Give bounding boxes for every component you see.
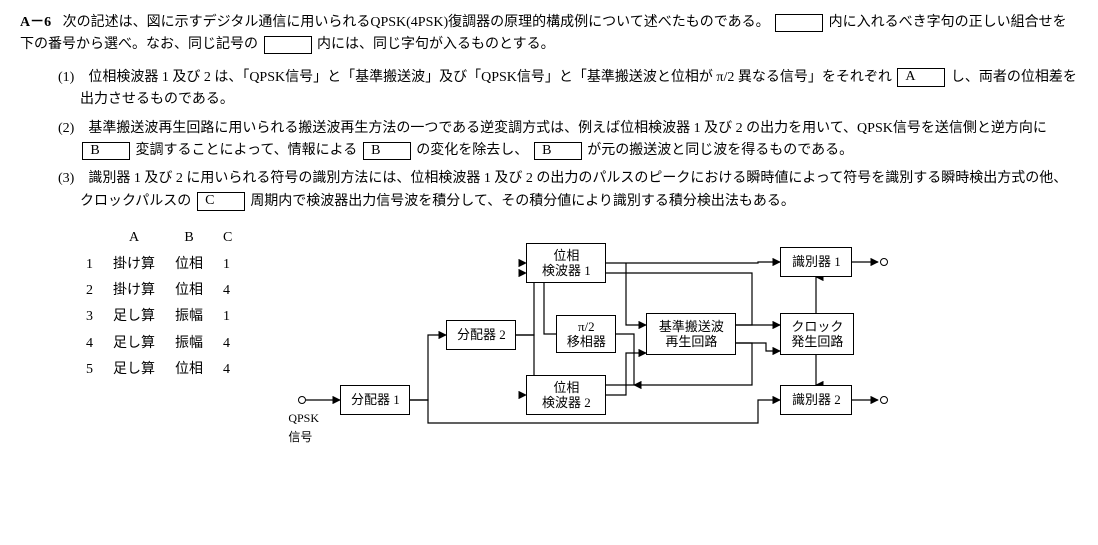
diagram-box-dist1: 分配器 1: [340, 385, 410, 415]
diagram-arrow: [626, 263, 646, 325]
question-stem: A－6 次の記述は、図に示すデジタル通信に用いられるQPSK(4PSK)復調器の…: [20, 12, 1078, 57]
table-row: 1掛け算位相1: [80, 252, 246, 278]
sub-item-3: (3) 識別器 1 及び 2 に用いられる符号の識別方法には、位相検波器 1 及…: [58, 168, 1078, 213]
table-cell: 1: [217, 252, 246, 278]
diagram-box-ps: π/2移相器: [556, 315, 616, 353]
table-row: 2掛け算位相4: [80, 278, 246, 304]
p2-lead: (2) 基準搬送波再生回路に用いられる搬送波再生方法の一つである逆変調方式は、例…: [58, 121, 1047, 136]
table-cell: 振幅: [169, 331, 217, 357]
sub-item-2: (2) 基準搬送波再生回路に用いられる搬送波再生方法の一つである逆変調方式は、例…: [58, 118, 1078, 163]
p2-tail: が元の搬送波と同じ波を得るものである。: [587, 143, 853, 158]
table-cell: 位相: [169, 252, 217, 278]
table-cell: 足し算: [107, 357, 169, 383]
diagram-arrow: [736, 343, 780, 351]
blank-generic-2: [264, 36, 312, 54]
table-cell: 4: [217, 278, 246, 304]
diagram-arrow: [616, 334, 634, 385]
table-cell: 1: [217, 304, 246, 330]
table-cell: 4: [217, 331, 246, 357]
col-c: C: [217, 225, 246, 251]
table-row: 4足し算振幅4: [80, 331, 246, 357]
table-cell: 掛け算: [107, 252, 169, 278]
diagram-box-pd2: 位相検波器 2: [526, 375, 606, 415]
table-cell: 4: [217, 357, 246, 383]
table-cell: 1: [80, 252, 107, 278]
stem-text-1: 次の記述は、図に示すデジタル通信に用いられるQPSK(4PSK)復調器の原理的構…: [63, 15, 770, 30]
diagram-arrow: [606, 353, 646, 395]
choices-table: A B C 1掛け算位相12掛け算位相43足し算振幅14足し算振幅45足し算位相…: [80, 225, 246, 383]
blank-a: A: [897, 68, 945, 86]
diagram-arrow: [410, 335, 446, 400]
table-row: A B C: [80, 225, 246, 251]
diagram-box-dist2: 分配器 2: [446, 320, 516, 350]
table-row: 5足し算位相4: [80, 357, 246, 383]
col-blank: [80, 225, 107, 251]
table-cell: 位相: [169, 278, 217, 304]
col-a: A: [107, 225, 169, 251]
table-cell: 掛け算: [107, 278, 169, 304]
blank-b-3: B: [534, 142, 582, 160]
diagram-box-disc2: 識別器 2: [780, 385, 852, 415]
table-cell: 3: [80, 304, 107, 330]
diagram-box-clock: クロック発生回路: [780, 313, 854, 355]
table-cell: 足し算: [107, 331, 169, 357]
blank-b-2: B: [363, 142, 411, 160]
input-label: QPSK 信号: [288, 409, 319, 447]
table-row: 3足し算振幅1: [80, 304, 246, 330]
question-number: A－6: [20, 15, 51, 30]
blank-b-1: B: [82, 142, 130, 160]
diagram-box-carrier: 基準搬送波再生回路: [646, 313, 736, 355]
table-cell: 2: [80, 278, 107, 304]
p2-mid2: の変化を除去し、: [416, 143, 528, 158]
p2-mid1: 変調することによって、情報による: [136, 143, 358, 158]
table-cell: 振幅: [169, 304, 217, 330]
table-cell: 位相: [169, 357, 217, 383]
table-cell: 4: [80, 331, 107, 357]
table-cell: 足し算: [107, 304, 169, 330]
p3-tail: 周期内で検波器出力信号波を積分して、その積分値により識別する積分検出法もある。: [250, 194, 795, 209]
diagram-box-pd1: 位相検波器 1: [526, 243, 606, 283]
sub-item-1: (1) 位相検波器 1 及び 2 は、「QPSK信号」と「基準搬送波」及び「QP…: [58, 67, 1078, 112]
blank-c: C: [197, 192, 245, 210]
p1-lead: (1) 位相検波器 1 及び 2 は、「QPSK信号」と「基準搬送波」及び「QP…: [58, 70, 892, 85]
block-diagram: 分配器 1分配器 2位相検波器 1位相検波器 2π/2移相器基準搬送波再生回路識…: [286, 225, 906, 445]
table-cell: 5: [80, 357, 107, 383]
col-b: B: [169, 225, 217, 251]
diagram-arrow: [606, 262, 780, 263]
stem-text-3: 内には、同じ字句が入るものとする。: [317, 37, 555, 52]
blank-generic-1: [775, 14, 823, 32]
diagram-box-disc1: 識別器 1: [780, 247, 852, 277]
